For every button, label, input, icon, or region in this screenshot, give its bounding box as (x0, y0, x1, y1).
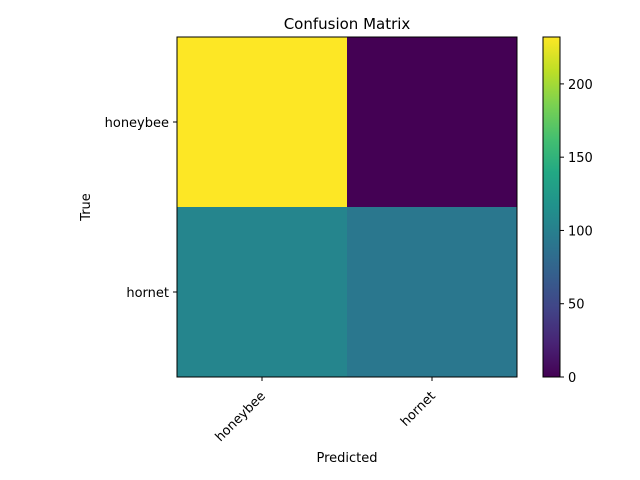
colorbar (542, 36, 561, 378)
chart-title: Confusion Matrix (284, 15, 411, 33)
x-axis-ticks: honeybee hornet (213, 377, 439, 445)
colorbar-tick-label: 0 (568, 371, 576, 386)
heatmap-cell-honeybee-honeybee (177, 37, 347, 207)
colorbar-tick-label: 100 (568, 224, 593, 239)
heatmap-cell-honeybee-hornet (347, 37, 517, 207)
heatmap-cells (177, 37, 517, 377)
heatmap-cell-hornet-honeybee (177, 207, 347, 377)
plot-frame (176, 36, 518, 378)
y-axis-label: True (79, 193, 94, 222)
x-tick-label: hornet (398, 389, 439, 430)
colorbar-tick-label: 50 (568, 298, 585, 313)
colorbar-tick-label: 200 (568, 78, 593, 93)
colorbar-ticks: 0 50 100 150 200 (560, 78, 593, 386)
y-tick-label: honeybee (105, 116, 169, 131)
colorbar-tick-label: 150 (568, 151, 593, 166)
x-tick-label: honeybee (213, 389, 269, 445)
heatmap-cell-hornet-hornet (347, 207, 517, 377)
x-axis-label: Predicted (316, 451, 377, 466)
y-tick-label: hornet (126, 286, 169, 301)
y-axis-ticks: honeybee hornet (105, 116, 177, 301)
